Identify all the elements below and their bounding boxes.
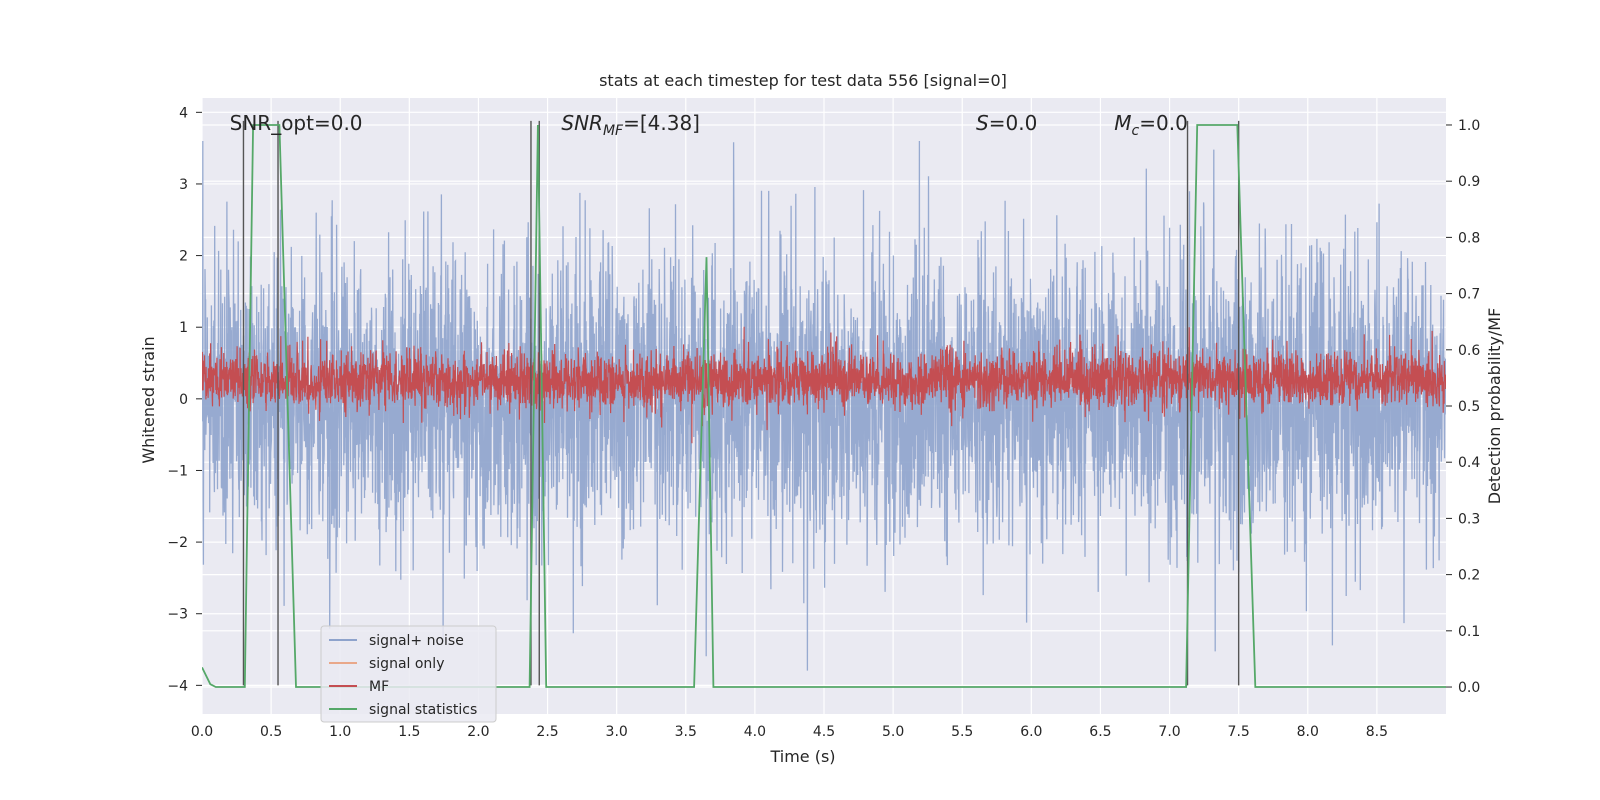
x-tick-label: 4.0 [744, 724, 766, 740]
x-tick-label: 0.0 [191, 724, 213, 740]
y2-tick-label: 0.6 [1458, 343, 1480, 359]
x-axis-title: Time (s) [769, 747, 835, 766]
y2-tick-label: 0.5 [1458, 399, 1480, 415]
x-tick-label: 5.0 [882, 724, 904, 740]
x-tick-label: 3.5 [675, 724, 697, 740]
legend-label: signal only [369, 656, 444, 672]
x-tick-label: 7.0 [1158, 724, 1180, 740]
y-tick-label: −2 [167, 535, 188, 551]
x-tick-label: 4.5 [813, 724, 835, 740]
x-tick-label: 0.5 [260, 724, 282, 740]
y-tick-label: 4 [179, 105, 188, 121]
y2-tick-label: 0.2 [1458, 568, 1480, 584]
x-tick-label: 8.0 [1297, 724, 1319, 740]
x-tick-label: 7.5 [1228, 724, 1250, 740]
x-tick-label: 1.0 [329, 724, 351, 740]
y-tick-label: 1 [179, 320, 188, 336]
y2-tick-label: 0.3 [1458, 511, 1480, 527]
x-tick-label: 5.5 [951, 724, 973, 740]
x-tick-label: 3.0 [606, 724, 628, 740]
series-signal-statistics-line [202, 124, 1446, 688]
ticks: 0.0 0.5 1.0 1.5 2.0 2.5 3.0 3.5 4.0 4.5 5.0 5.5 6.0 6… [167, 105, 1480, 740]
annotations: SNR_opt=0.0 SNRMF=[4.38] S=0.0 Mc=0.0 [230, 111, 1188, 139]
y2-tick-label: 0.4 [1458, 455, 1480, 471]
chart-title: stats at each timestep for test data 556… [599, 71, 1007, 90]
y2-axis-title: Detection probability/MF [1485, 308, 1504, 505]
y2-tick-label: 0.1 [1458, 624, 1480, 640]
legend-label: signal statistics [369, 702, 477, 718]
y2-tick-label: 0.7 [1458, 287, 1480, 303]
x-tick-label: 2.0 [467, 724, 489, 740]
x-tick-label: 6.0 [1020, 724, 1042, 740]
x-tick-label: 6.5 [1089, 724, 1111, 740]
annotation-3: Mc=0.0 [1114, 111, 1188, 139]
y-tick-label: 3 [179, 177, 188, 193]
x-tick-label: 2.5 [536, 724, 558, 740]
y2-tick-label: 0.9 [1458, 174, 1480, 190]
y2-tick-label: 1.0 [1458, 118, 1480, 134]
y-tick-label: −1 [167, 463, 188, 479]
y2-tick-label: 0.8 [1458, 230, 1480, 246]
annotation-2: S=0.0 [976, 111, 1037, 135]
y-tick-label: −3 [167, 607, 188, 623]
y2-tick-label: 0.0 [1458, 680, 1480, 696]
y-tick-label: 0 [179, 392, 188, 408]
x-tick-label: 1.5 [398, 724, 420, 740]
legend-box [320, 625, 497, 723]
y-tick-label: −4 [167, 678, 188, 694]
annotation-1: SNRMF=[4.38] [561, 111, 700, 139]
y-axis-title: Whitened strain [139, 336, 158, 463]
series-group [202, 120, 1446, 688]
legend: signal+ noise signal only MF signal statist… [320, 625, 497, 723]
legend-label: MF [369, 679, 389, 695]
annotation-0: SNR_opt=0.0 [230, 111, 363, 135]
plot-area: 0.0 0.5 1.0 1.5 2.0 2.5 3.0 3.5 4.0 4.5 5.0 5.5 6.0 6… [167, 98, 1480, 740]
legend-label: signal+ noise [369, 633, 464, 649]
y-tick-label: 2 [179, 249, 188, 265]
x-tick-label: 8.5 [1366, 724, 1388, 740]
